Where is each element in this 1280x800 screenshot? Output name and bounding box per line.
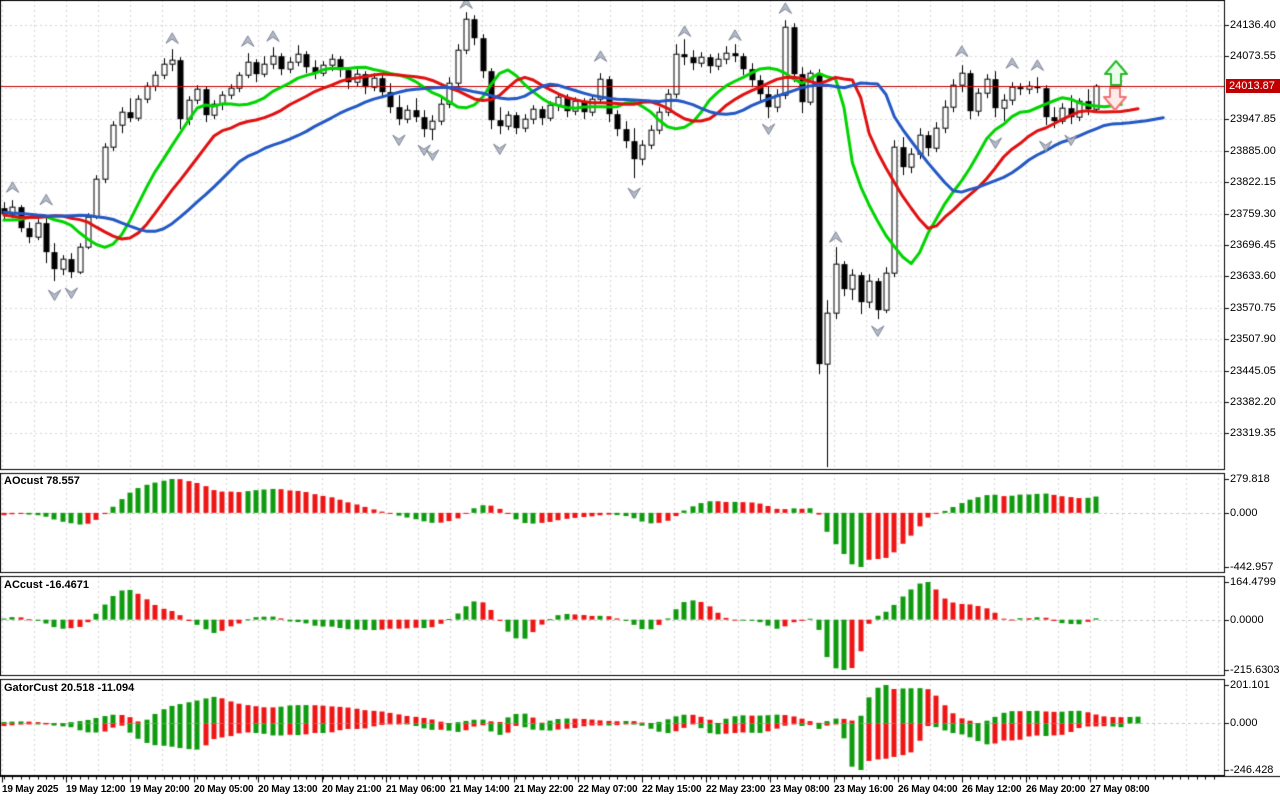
indicator-label-gator: GatorCust 20.518 -11.094 (4, 682, 134, 694)
time-axis-label: 21 May 06:00 (386, 784, 446, 795)
price-axis-label: 23382.20 (1230, 396, 1276, 408)
price-axis-label: 23507.90 (1230, 333, 1276, 345)
time-axis-label: 27 May 08:00 (1090, 784, 1150, 795)
time-axis-label: 19 May 2025 (2, 784, 59, 795)
indicator-axis-label: 0.000 (1230, 717, 1258, 729)
time-axis-label: 20 May 05:00 (194, 784, 254, 795)
time-axis-label: 19 May 12:00 (66, 784, 126, 795)
pane-separator-main-ao[interactable] (0, 468, 1280, 474)
indicator-axis-label: -246.428 (1230, 764, 1274, 776)
price-axis-label: 24073.55 (1230, 50, 1276, 62)
price-axis-label: 23633.60 (1230, 270, 1276, 282)
pane-separator-ac-gator[interactable] (0, 674, 1280, 680)
price-axis-label: 23822.15 (1230, 176, 1276, 188)
time-axis-label: 20 May 21:00 (322, 784, 382, 795)
current-price-badge: 24013.87 (1226, 79, 1280, 93)
indicator-axis-label: 0.000 (1230, 507, 1258, 519)
time-axis-label: 20 May 13:00 (258, 784, 318, 795)
indicator-name-ac: ACcust (4, 579, 43, 591)
indicator-axis-label: -215.6303 (1230, 664, 1280, 676)
indicator-label-ao: AOcust 78.557 (4, 475, 80, 487)
time-axis-label: 19 May 20:00 (130, 784, 190, 795)
indicator-axis-label: 0.0000 (1230, 614, 1264, 626)
indicator-value-ao: 78.557 (46, 475, 80, 487)
price-axis-label: 23947.85 (1230, 113, 1276, 125)
price-axis-label: 23319.35 (1230, 427, 1276, 439)
indicator-name-gator: GatorCust (4, 682, 58, 694)
indicator-axis-label: 201.101 (1230, 679, 1270, 691)
time-axis-label: 26 May 04:00 (898, 784, 958, 795)
time-axis-label: 23 May 08:00 (770, 784, 830, 795)
time-axis-label: 26 May 12:00 (962, 784, 1022, 795)
price-axis-label: 23445.05 (1230, 365, 1276, 377)
time-axis-label: 22 May 23:00 (706, 784, 766, 795)
time-axis-label: 22 May 15:00 (642, 784, 702, 795)
indicator-value-gator: 20.518 -11.094 (60, 682, 135, 694)
price-axis-label: 23570.75 (1230, 302, 1276, 314)
indicator-value-ac: -16.4671 (45, 579, 90, 591)
indicator-label-ac: ACcust -16.4671 (4, 579, 89, 591)
time-axis-label: 23 May 16:00 (834, 784, 894, 795)
indicator-name-ao: AOcust (4, 475, 44, 487)
time-axis-label: 21 May 14:00 (450, 784, 510, 795)
indicator-axis-label: 279.818 (1230, 473, 1270, 485)
pane-separator-ao-ac[interactable] (0, 571, 1280, 577)
price-axis-label: 23885.00 (1230, 145, 1276, 157)
indicator-axis-label: -442.957 (1230, 561, 1274, 573)
indicator-axis-label: 164.4799 (1230, 576, 1276, 588)
price-axis-label: 23696.45 (1230, 239, 1276, 251)
time-axis-label: 26 May 20:00 (1026, 784, 1086, 795)
price-axis-label: 24136.40 (1230, 19, 1276, 31)
price-axis-label: 23759.30 (1230, 208, 1276, 220)
time-axis-label: 21 May 22:00 (514, 784, 574, 795)
time-axis-label: 22 May 07:00 (578, 784, 638, 795)
